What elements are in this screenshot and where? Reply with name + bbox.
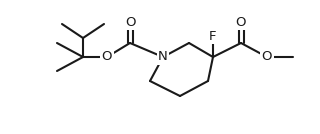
Text: O: O xyxy=(236,16,246,29)
Text: O: O xyxy=(125,16,135,29)
Text: N: N xyxy=(158,51,168,64)
Text: F: F xyxy=(209,29,217,42)
Text: O: O xyxy=(102,51,112,64)
Text: O: O xyxy=(262,51,272,64)
